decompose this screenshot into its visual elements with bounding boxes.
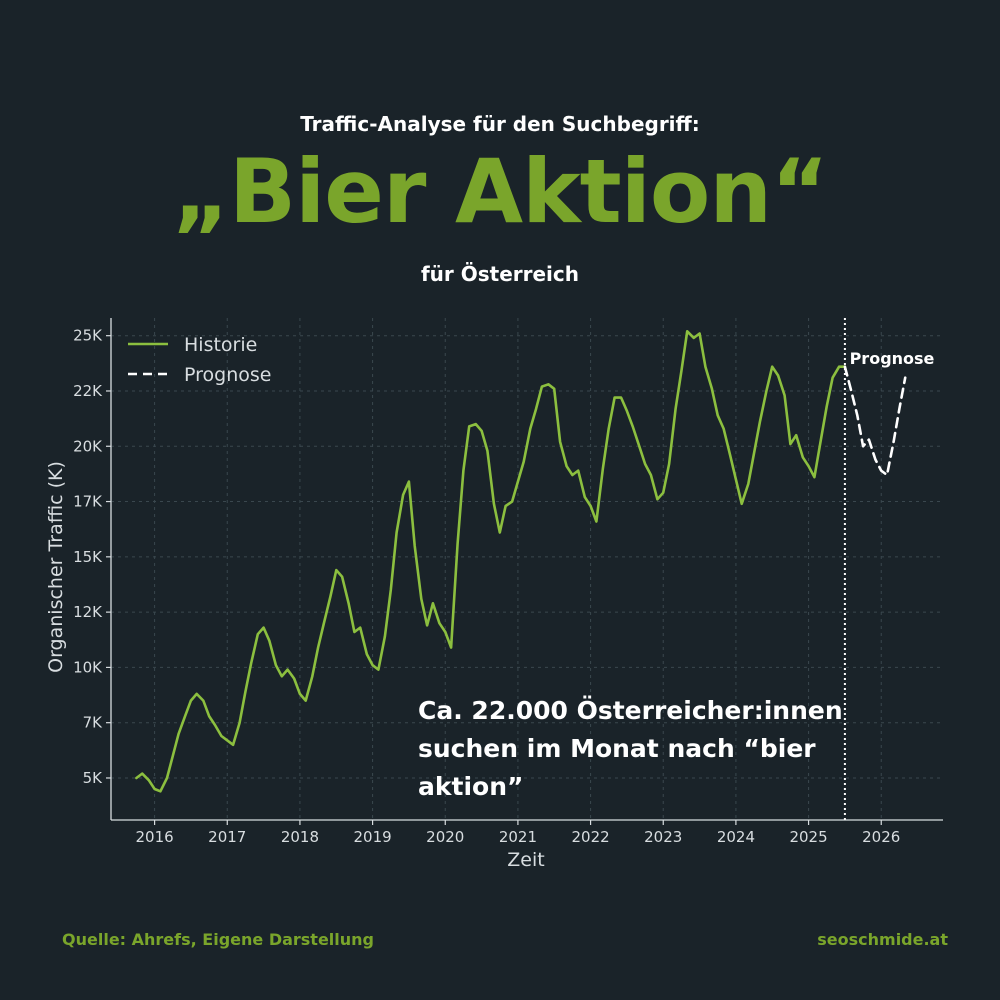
y-tick-label: 12K: [73, 603, 103, 621]
y-tick-label: 22K: [73, 382, 103, 400]
x-tick-label: 2017: [208, 828, 246, 846]
chart-legend: Historie Prognose: [128, 334, 271, 386]
source-note: Quelle: Ahrefs, Eigene Darstellung: [62, 930, 375, 949]
x-tick-label: 2024: [717, 828, 755, 846]
x-tick-label: 2019: [353, 828, 391, 846]
legend-label: Prognose: [184, 364, 271, 386]
y-tick-label: 15K: [73, 548, 103, 566]
y-tick-label: 17K: [73, 493, 103, 511]
y-axis-label: Organischer Traffic (K): [45, 461, 67, 673]
chart-axes: [110, 318, 943, 821]
x-axis-label: Zeit: [507, 849, 544, 871]
x-tick-label: 2020: [426, 828, 464, 846]
chart-ticks: 2016 2017 2018 2019 2020 2021 2022 2023 2024 2025…: [73, 327, 900, 846]
history-line: [135, 329, 847, 793]
x-tick-label: 2016: [136, 828, 174, 846]
brand-link[interactable]: seoschmide.at: [817, 930, 948, 949]
y-tick-label: 5K: [83, 769, 104, 787]
x-tick-label: 2026: [862, 828, 900, 846]
subtitle: für Österreich: [420, 262, 580, 286]
chart-series: [135, 318, 907, 820]
pre-title: Traffic-Analyse für den Suchbegriff:: [300, 112, 700, 136]
forecast-label: Prognose: [850, 349, 935, 368]
x-tick-label: 2025: [789, 828, 827, 846]
traffic-callout: Ca. 22.000 Österreicher:innen suchen im …: [418, 696, 843, 801]
y-tick-label: 25K: [73, 327, 103, 345]
page-title: „Bier Aktion“: [172, 140, 829, 243]
legend-label: Historie: [184, 334, 257, 356]
x-tick-label: 2023: [644, 828, 682, 846]
y-tick-label: 7K: [83, 714, 104, 732]
forecast-line: [843, 365, 907, 477]
x-tick-label: 2018: [281, 828, 319, 846]
y-tick-label: 20K: [73, 437, 103, 455]
x-tick-label: 2021: [499, 828, 537, 846]
x-tick-label: 2022: [571, 828, 609, 846]
y-tick-label: 10K: [73, 658, 103, 676]
